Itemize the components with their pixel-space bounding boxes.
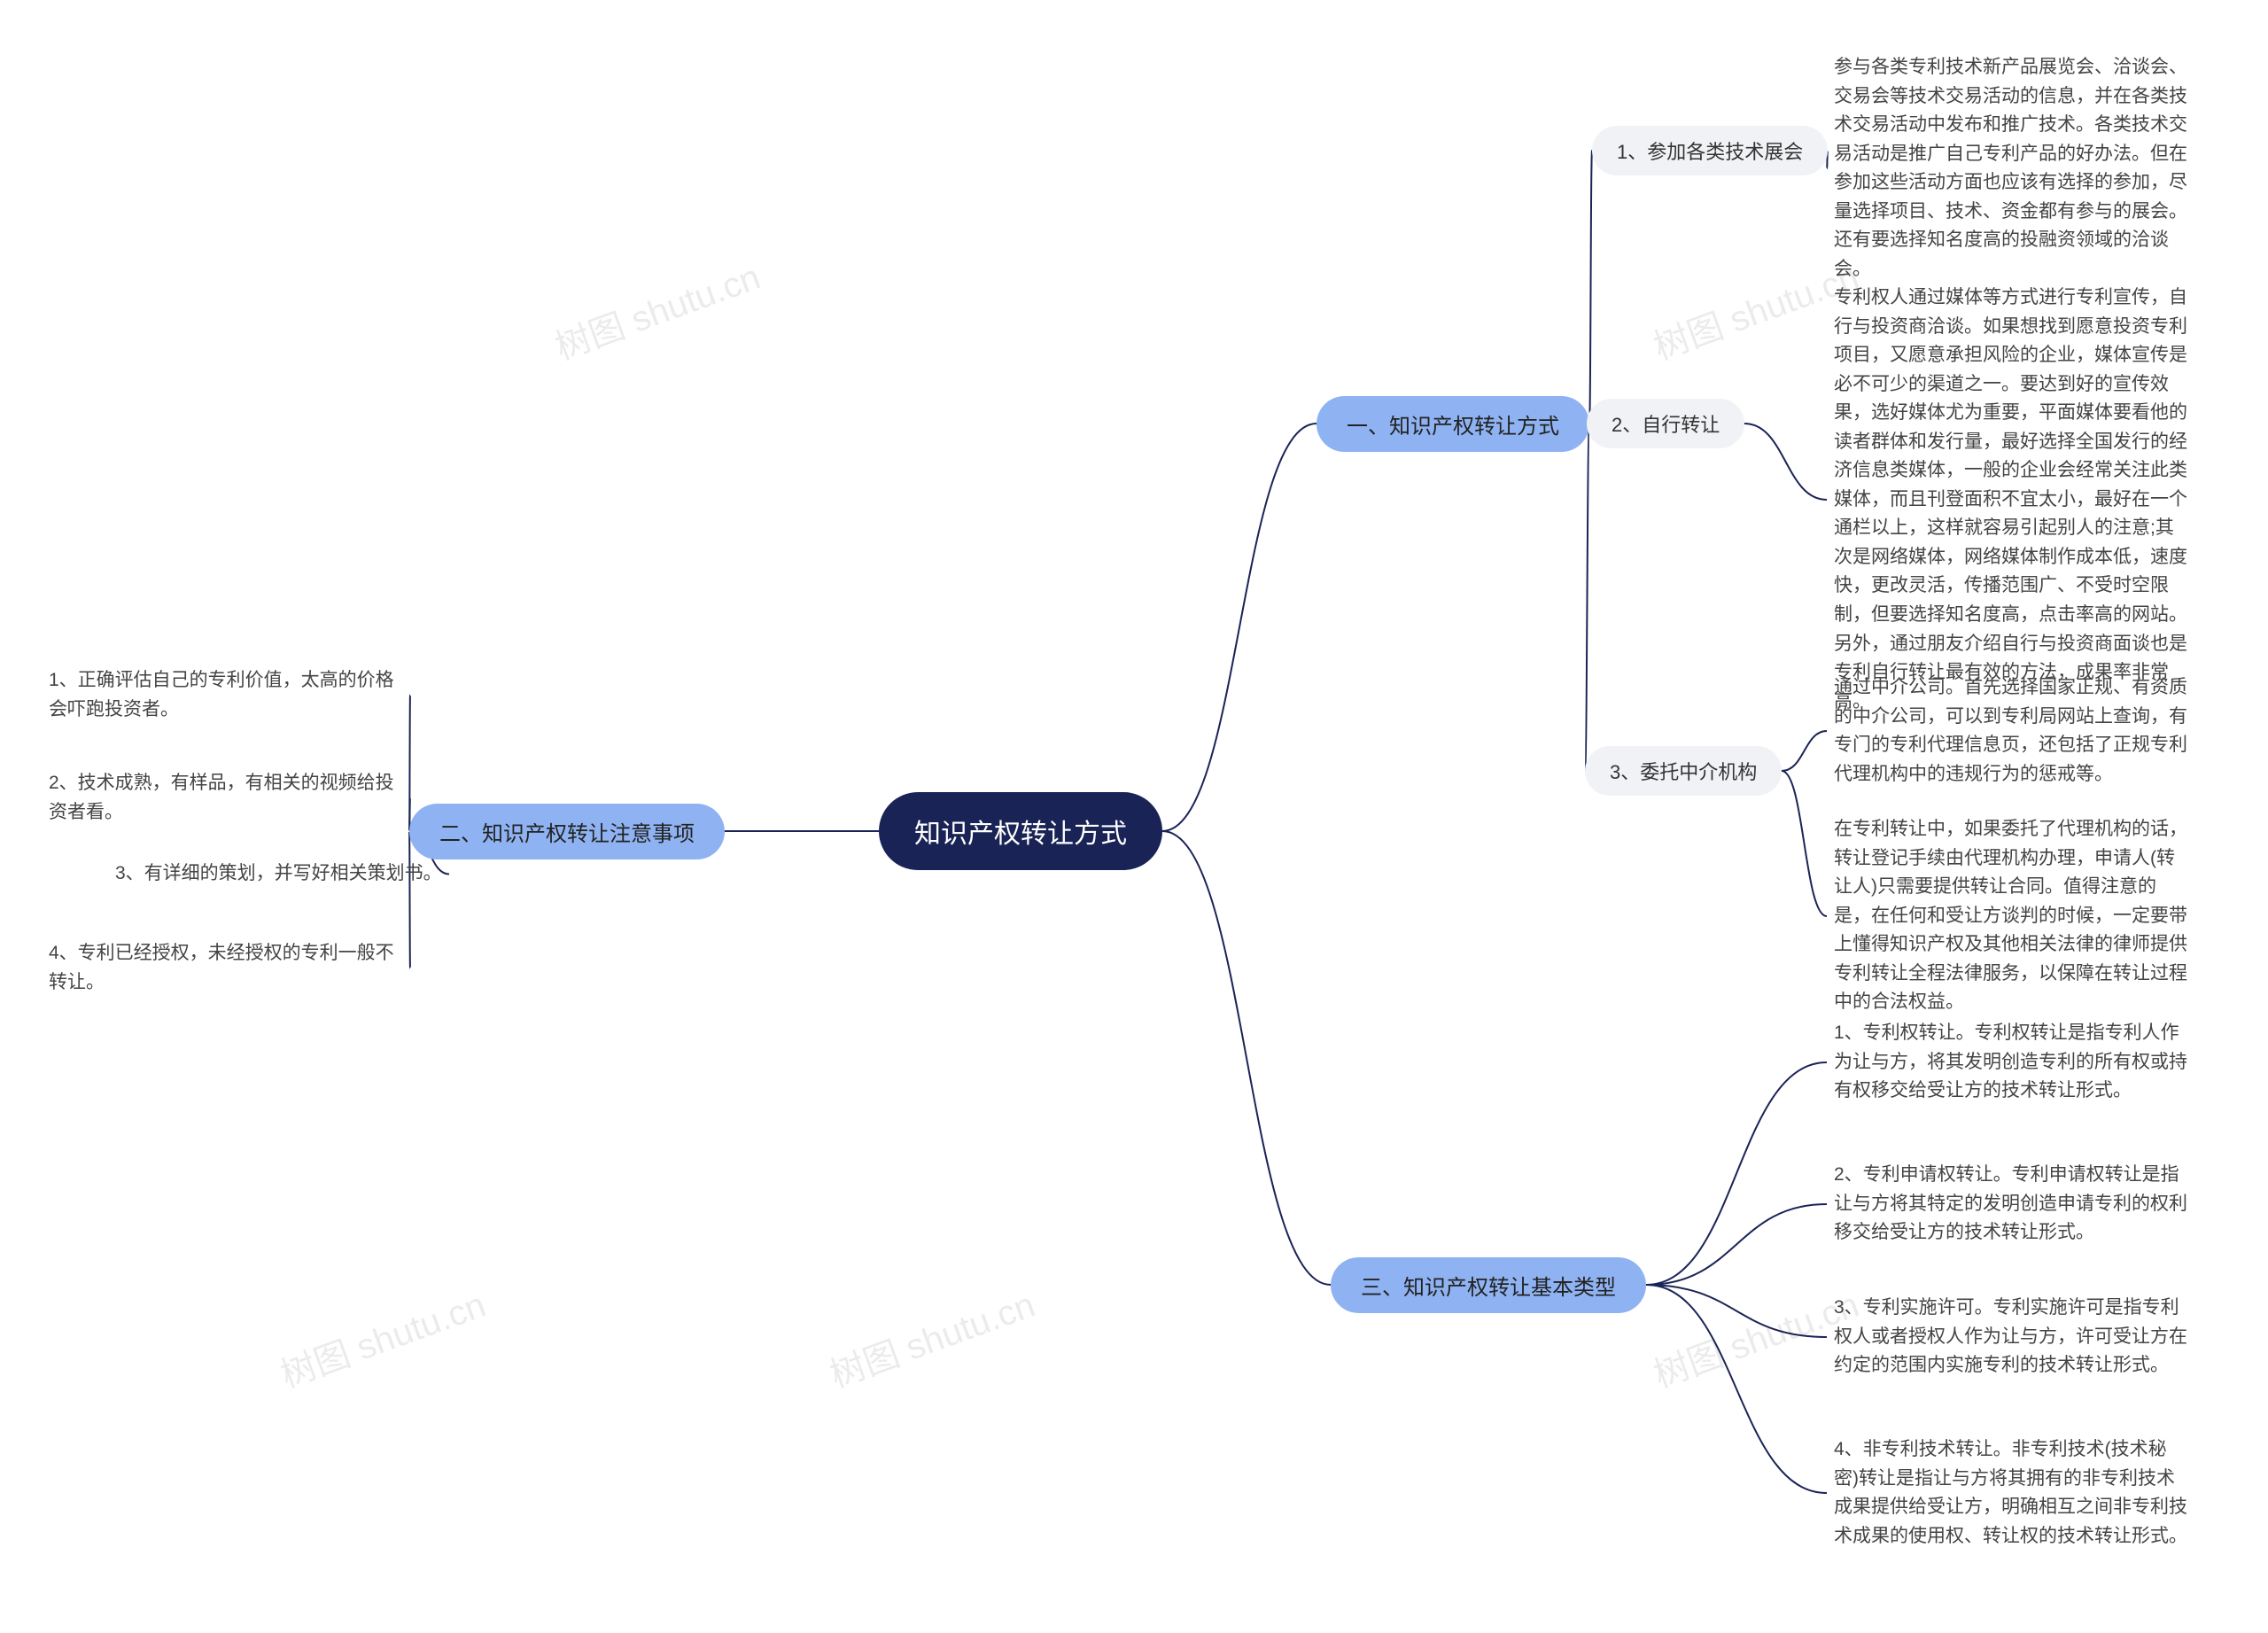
connector (1744, 424, 1827, 500)
leaf-pill[interactable]: 3、委托中介机构 (1585, 746, 1782, 796)
connector (1782, 771, 1827, 916)
connector (409, 696, 410, 832)
connector (1646, 1204, 1827, 1285)
leaf-detail: 专利权人通过媒体等方式进行专利宣传，自行与投资商洽谈。如果想找到愿意投资专利项目… (1834, 284, 2188, 716)
leaf-detail: 通过中介公司。首先选择国家正规、有资质的中介公司，可以到专利局网站上查询，有专门… (1834, 673, 2188, 789)
root-node[interactable]: 知识产权转让方式 (879, 792, 1162, 870)
watermark: 树图 shutu.cn (821, 1276, 1041, 1397)
connector (1162, 831, 1331, 1285)
connector (409, 831, 410, 968)
leaf-text: 1、正确评估自己的专利价值，太高的价格会吓跑投资者。 (49, 666, 403, 724)
connector (1782, 731, 1827, 771)
leaf-detail: 在专利转让中，如果委托了代理机构的话，转让登记手续由代理机构办理，申请人(转让人… (1834, 815, 2188, 1017)
connector (1162, 424, 1317, 831)
branch-node[interactable]: 二、知识产权转让注意事项 (409, 804, 725, 859)
connector (1589, 151, 1592, 424)
leaf-text: 1、专利权转让。专利权转让是指专利人作为让与方，将其发明创造专利的所有权或持有权… (1834, 1019, 2188, 1106)
watermark: 树图 shutu.cn (272, 1276, 492, 1397)
leaf-text: 2、专利申请权转让。专利申请权转让是指让与方将其特定的发明创造申请专利的权利移交… (1834, 1161, 2188, 1248)
leaf-pill[interactable]: 1、参加各类技术展会 (1592, 126, 1828, 175)
connector (1646, 1285, 1827, 1337)
leaf-pill[interactable]: 2、自行转让 (1587, 399, 1744, 448)
branch-node[interactable]: 三、知识产权转让基本类型 (1331, 1257, 1646, 1313)
leaf-text: 4、专利已经授权，未经授权的专利一般不转让。 (49, 939, 403, 997)
leaf-detail: 参与各类专利技术新产品展览会、洽谈会、交易会等技术交易活动的信息，并在各类技术交… (1834, 53, 2188, 284)
connector (1585, 424, 1589, 771)
watermark: 树图 shutu.cn (1645, 1276, 1865, 1397)
connector (1646, 1285, 1827, 1493)
watermark: 树图 shutu.cn (1645, 248, 1865, 369)
watermark: 树图 shutu.cn (547, 248, 766, 369)
leaf-text: 3、专利实施许可。专利实施许可是指专利权人或者授权人作为让与方，许可受让方在约定… (1834, 1294, 2188, 1380)
leaf-text: 2、技术成熟，有样品，有相关的视频给投资者看。 (49, 769, 403, 827)
leaf-text: 4、非专利技术转让。非专利技术(技术秘密)转让是指让与方将其拥有的非专利技术成果… (1834, 1435, 2188, 1551)
connector (1646, 1062, 1827, 1285)
leaf-text: 3、有详细的策划，并写好相关策划书。 (115, 859, 442, 889)
branch-node[interactable]: 一、知识产权转让方式 (1317, 396, 1589, 452)
